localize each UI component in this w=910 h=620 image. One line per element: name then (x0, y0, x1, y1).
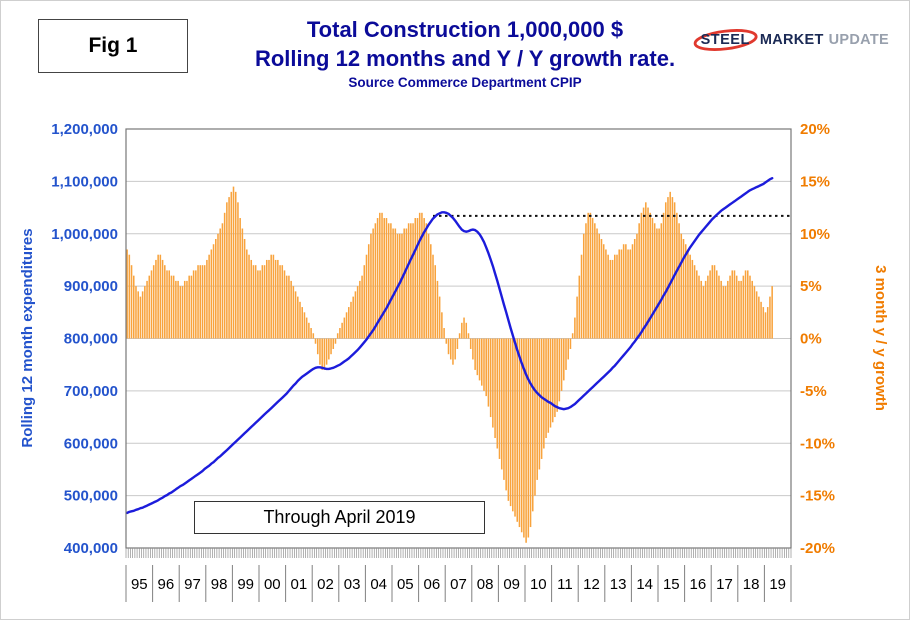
left-tick-label: 400,000 (64, 540, 118, 557)
chart-title-line1: Total Construction 1,000,000 $ (306, 17, 624, 42)
left-tick-label: 700,000 (64, 383, 118, 400)
x-tick-label: 97 (184, 576, 201, 593)
right-tick-label: -20% (800, 540, 835, 557)
x-tick-label: 05 (397, 576, 414, 593)
x-tick-label: 10 (530, 576, 547, 593)
chart-title-line2: Rolling 12 months and Y / Y growth rate. (254, 46, 676, 71)
line-expenditures (125, 176, 774, 515)
right-tick-label: 15% (800, 173, 830, 190)
left-tick-label: 1,000,000 (51, 226, 118, 243)
logo-update-text: UPDATE (828, 32, 889, 48)
right-tick-label: -5% (800, 383, 827, 400)
x-tick-label: 06 (424, 576, 441, 593)
x-tick-label: 12 (583, 576, 600, 593)
right-tick-label: -10% (800, 435, 835, 452)
x-tick-label: 15 (663, 576, 680, 593)
annotation-text: Through April 2019 (263, 507, 416, 527)
left-tick-labels: 1,200,000 1,100,000 1,000,000 900,000 800,00… (51, 121, 118, 557)
logo-steel-wrap: STEEL (693, 27, 758, 53)
x-tick-label: 96 (158, 576, 175, 593)
x-tick-label: 98 (211, 576, 228, 593)
x-tick-label: 13 (610, 576, 627, 593)
left-axis-title: Rolling 12 month expenditures (19, 228, 36, 448)
x-tick-label: 07 (450, 576, 467, 593)
month-ticks (125, 548, 792, 558)
left-tick-label: 900,000 (64, 278, 118, 295)
chart-source: Source Commerce Department CPIP (348, 75, 582, 90)
x-tick-label: 08 (477, 576, 494, 593)
x-tick-label: 99 (237, 576, 254, 593)
x-tick-label: 18 (743, 576, 760, 593)
x-tick-label: 00 (264, 576, 281, 593)
x-tick-label: 16 (690, 576, 707, 593)
x-tick-label: 95 (131, 576, 148, 593)
title-block: Total Construction 1,000,000 $ Rolling 1… (196, 15, 734, 90)
smu-logo: STEEL MARKET UPDATE (693, 27, 889, 53)
x-tick-label: 03 (344, 576, 361, 593)
x-tick-label: 19 (769, 576, 786, 593)
right-tick-label: 10% (800, 226, 830, 243)
left-tick-label: 600,000 (64, 435, 118, 452)
right-tick-labels: 20% 15% 10% 5% 0% -5% -10% -15% -20% (800, 121, 835, 557)
logo-steel-text: STEEL (700, 32, 750, 48)
x-tick-label: 04 (370, 576, 387, 593)
right-tick-label: 20% (800, 121, 830, 138)
x-tick-label: 17 (716, 576, 733, 593)
x-tick-label: 14 (636, 576, 653, 593)
year-separators (125, 565, 792, 602)
left-tick-label: 800,000 (64, 331, 118, 348)
x-tick-label: 09 (503, 576, 520, 593)
annotation-box: Through April 2019 (194, 501, 485, 534)
logo-market-text: MARKET (759, 32, 824, 48)
x-tick-label: 01 (291, 576, 308, 593)
left-tick-label: 500,000 (64, 488, 118, 505)
right-tick-label: 0% (800, 331, 822, 348)
fig-label: Fig 1 (88, 34, 138, 57)
x-tick-labels: 95 96 97 98 99 00 01 02 03 04 05 06 07 08 09 10 11 12 13 14… (131, 576, 786, 593)
left-tick-label: 1,100,000 (51, 173, 118, 190)
fig-label-box: Fig 1 (38, 19, 188, 73)
right-tick-label: 5% (800, 278, 822, 295)
bars-yy-growth (126, 186, 773, 543)
gridlines (126, 180, 791, 497)
right-axis-title: 3 month y / y growth (872, 265, 889, 411)
right-tick-label: -15% (800, 488, 835, 505)
left-tick-label: 1,200,000 (51, 121, 118, 138)
x-tick-label: 02 (317, 576, 334, 593)
logo-swoosh-icon (693, 29, 758, 51)
x-tick-label: 11 (557, 576, 573, 593)
